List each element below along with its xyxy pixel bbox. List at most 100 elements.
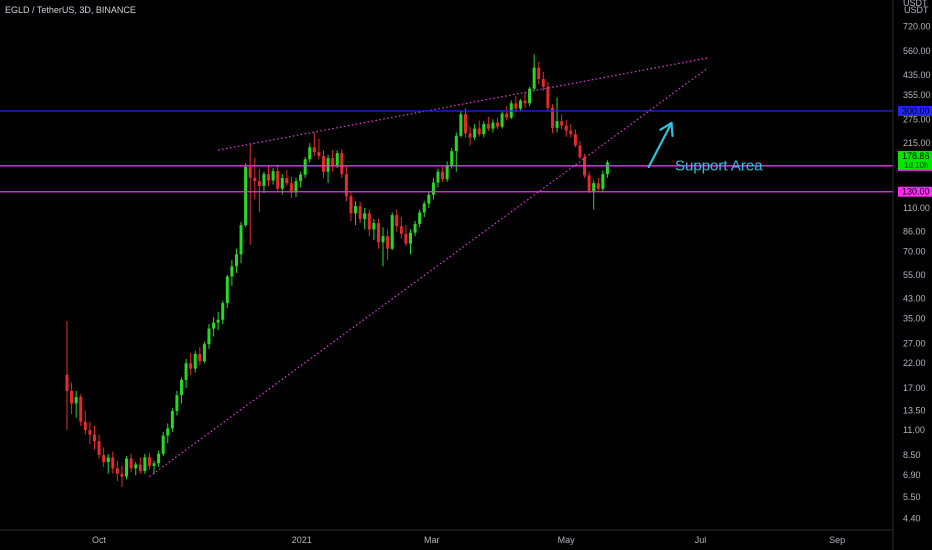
candle xyxy=(409,229,412,255)
candle xyxy=(193,350,197,373)
time-tick-label: May xyxy=(558,535,576,545)
candle-body xyxy=(473,128,477,138)
candle xyxy=(468,126,472,146)
candles-layer xyxy=(65,54,609,488)
candle xyxy=(500,111,504,129)
candle-body xyxy=(79,397,83,422)
candle-body xyxy=(381,236,385,243)
candle xyxy=(523,92,527,108)
candle xyxy=(537,61,541,85)
candle xyxy=(106,453,110,474)
candle xyxy=(390,212,394,251)
candle xyxy=(134,462,138,476)
candle-body xyxy=(170,411,174,429)
time-tick-label: Jul xyxy=(695,535,707,545)
candle-body xyxy=(537,67,541,79)
candle xyxy=(335,150,339,169)
candle xyxy=(276,164,280,192)
candle-body xyxy=(317,152,321,157)
candle-body xyxy=(212,322,216,329)
candle xyxy=(605,160,609,178)
price-label-support-130-text: 130.00 xyxy=(902,187,930,197)
candle xyxy=(418,209,422,228)
candle-body xyxy=(285,177,289,184)
candle xyxy=(514,96,518,113)
candle-body xyxy=(349,196,353,214)
candle xyxy=(344,165,348,202)
candle-body xyxy=(358,206,362,219)
candle xyxy=(321,150,325,178)
candle-body xyxy=(505,113,509,118)
price-tick-label: 355.00 xyxy=(903,90,931,100)
candle-body xyxy=(592,183,596,191)
candle-body xyxy=(363,213,367,219)
candle-body xyxy=(564,125,568,131)
candle-body xyxy=(83,421,87,431)
candle-body xyxy=(97,441,101,455)
candle xyxy=(299,171,303,188)
candle-body xyxy=(486,124,490,129)
arrow-layer xyxy=(647,121,674,169)
candle xyxy=(285,169,289,186)
candle-body xyxy=(399,226,403,234)
candle xyxy=(271,168,275,185)
chart-title: EGLD / TetherUS, 3D, BINANCE xyxy=(5,5,136,15)
support-area-label: Support Area xyxy=(675,158,763,175)
candle xyxy=(111,451,115,474)
price-tick-label: 55.00 xyxy=(903,270,926,280)
candle-body xyxy=(234,254,238,267)
candle-body xyxy=(587,175,591,191)
candle-body xyxy=(376,223,380,243)
candle-body xyxy=(496,122,500,127)
candle xyxy=(427,191,431,208)
candle xyxy=(463,107,467,138)
candle xyxy=(569,124,573,138)
candle-body xyxy=(431,182,435,195)
candle xyxy=(65,321,69,431)
candle-body xyxy=(207,328,211,345)
candle-body xyxy=(115,468,119,474)
candle-body xyxy=(125,458,129,477)
candle-body xyxy=(147,457,151,466)
candle xyxy=(230,260,234,286)
candle-body xyxy=(413,224,417,233)
candle xyxy=(358,201,362,224)
candle xyxy=(491,119,495,133)
candle xyxy=(88,421,92,445)
candle-body xyxy=(418,212,422,225)
candle-body xyxy=(514,103,518,109)
time-axis[interactable]: Oct 2021 Mar May Jul Sep xyxy=(0,529,893,545)
price-axis[interactable]: USDT USDT 4.40 5.50 6.90 8.50 11.00 13.50 17.0… xyxy=(892,0,931,550)
candle-body xyxy=(74,397,78,404)
candle-body xyxy=(468,133,472,138)
trendlines-layer xyxy=(149,57,709,478)
candle-body xyxy=(372,223,376,230)
candle-body xyxy=(202,344,206,362)
candle xyxy=(175,390,179,416)
candle-body xyxy=(129,458,133,469)
price-tick-label: 435.00 xyxy=(903,70,931,80)
upper-trendline[interactable] xyxy=(218,57,709,151)
candle xyxy=(331,150,335,172)
lower-trendline[interactable] xyxy=(149,67,709,478)
candle-body xyxy=(404,233,408,244)
candle xyxy=(308,143,312,163)
candle xyxy=(505,106,509,121)
candle xyxy=(592,180,596,210)
candle xyxy=(253,157,257,200)
price-tick-label: 27.00 xyxy=(903,338,926,348)
up-arrow-shaft xyxy=(647,121,673,169)
candle-body xyxy=(193,354,197,369)
candle xyxy=(92,425,96,450)
price-label-resistance-300-bg xyxy=(898,106,932,116)
candle xyxy=(560,114,564,130)
candle xyxy=(349,191,353,221)
candle-body xyxy=(454,135,458,152)
candle xyxy=(262,171,266,194)
candle xyxy=(79,393,83,426)
candle xyxy=(441,166,445,182)
candle-body xyxy=(111,457,115,469)
candle-body xyxy=(88,430,92,435)
